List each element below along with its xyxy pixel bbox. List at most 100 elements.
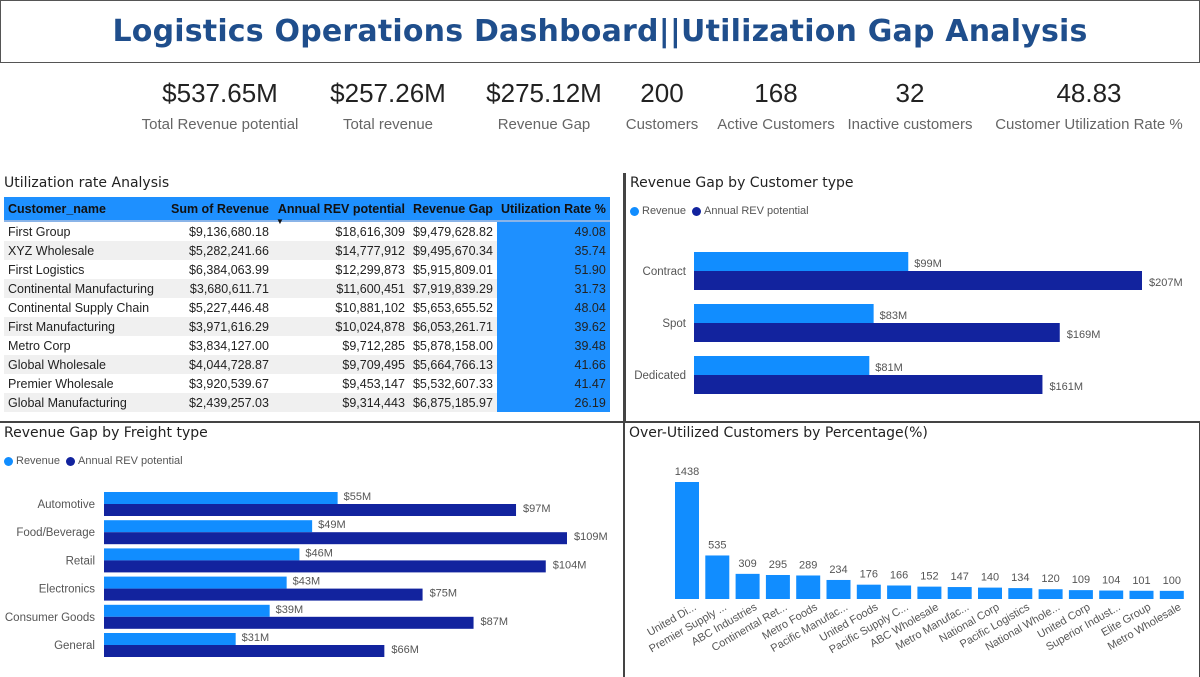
legend-revenue-dot-icon	[630, 206, 639, 216]
over-utilized-chart-panel: Over-Utilized Customers by Percentage(%)…	[625, 423, 1200, 677]
column-header-utilization-rate[interactable]: Utilization Rate %	[496, 197, 610, 222]
revenue-bar	[104, 548, 300, 561]
cell-utilization-rate: 49.08	[496, 221, 610, 241]
kpi-label: Inactive customers	[847, 116, 973, 133]
potential-bar	[104, 532, 567, 545]
panel-title: Revenue Gap by Customer type	[630, 175, 854, 191]
utilization-table: Customer_name Sum of Revenue Annual REV …	[4, 197, 610, 412]
category-label: Consumer Goods	[5, 612, 95, 624]
cell-utilization-rate: 39.62	[496, 317, 610, 336]
potential-data-label: $66M	[391, 644, 419, 656]
legend-potential-dot-icon	[66, 456, 76, 466]
table-row[interactable]: First Logistics $6,384,063.99 $12,299,873 $…	[4, 260, 610, 279]
kpi-label: Total Revenue potential	[141, 116, 299, 133]
column-data-label: 120	[1041, 573, 1059, 585]
potential-bar	[104, 560, 546, 573]
column-bar	[705, 555, 730, 599]
cell-utilization-rate: 51.90	[496, 260, 610, 279]
column-bar	[796, 575, 821, 599]
revenue-data-label: $99M	[914, 258, 942, 270]
table-row[interactable]: XYZ Wholesale $5,282,241.66 $14,777,912 $9,…	[4, 241, 610, 260]
column-bar	[1068, 590, 1093, 599]
column-data-label: 289	[799, 559, 817, 571]
column-header-customer-name[interactable]: Customer_name	[4, 197, 167, 222]
column-data-label: 234	[829, 564, 847, 576]
cell-customer-name: First Group	[8, 224, 71, 239]
potential-data-label: $104M	[553, 559, 587, 571]
legend-potential-label: Annual REV potential	[78, 455, 183, 467]
kpi-label: Total revenue	[342, 116, 434, 133]
dashboard-title-bar: Logistics Operations Dashboard||Utilizat…	[0, 0, 1200, 63]
column-header-annual-rev-potential[interactable]: Annual REV potential ▼	[272, 197, 409, 226]
column-data-label: 1438	[675, 466, 699, 478]
table-row[interactable]: First Manufacturing $3,971,616.29 $10,024,…	[4, 317, 610, 336]
category-label: Retail	[66, 555, 95, 567]
cell-sum-of-revenue: $5,227,446.48	[188, 300, 269, 315]
cell-annual-rev-potential: $14,777,912	[272, 241, 409, 260]
cell-utilization-rate: 41.47	[496, 374, 610, 393]
kpi-inactive-customers: 32 Inactive customers	[846, 78, 974, 133]
table-header-row: Customer_name Sum of Revenue Annual REV …	[4, 197, 610, 226]
table-row[interactable]: Metro Corp $3,834,127.00 $9,712,285 $5,878,…	[4, 336, 610, 355]
revenue-bar	[694, 356, 870, 375]
table-row[interactable]: Global Manufacturing $2,439,257.03 $9,314,…	[4, 393, 610, 412]
kpi-value: 168	[754, 78, 798, 108]
cell-revenue-gap: $7,919,839.29	[408, 279, 497, 298]
potential-bar	[104, 504, 517, 516]
column-header-label: Annual REV potential	[277, 201, 405, 216]
column-bar	[1099, 590, 1124, 599]
cell-annual-rev-potential: $9,314,443	[272, 393, 409, 412]
potential-data-label: $75M	[430, 588, 458, 600]
column-header-sum-of-revenue[interactable]: Sum of Revenue	[167, 197, 273, 222]
kpi-label: Active Customers	[717, 116, 835, 133]
cell-annual-rev-potential: $10,881,102	[335, 300, 405, 315]
table-row[interactable]: Continental Supply Chain $5,227,446.48 $10…	[4, 298, 610, 317]
customer-type-bar-chart: Contract $99M $207M Spot $83M $169M Dedicated $…	[634, 252, 1183, 394]
kpi-utilization-rate: 48.83 Customer Utilization Rate %	[992, 78, 1186, 133]
kpi-active-customers: 168 Active Customers	[712, 78, 840, 133]
dashboard-title: Logistics Operations Dashboard||Utilizat…	[112, 14, 1088, 49]
cell-customer-name: Metro Corp	[8, 338, 71, 353]
kpi-label: Revenue Gap	[497, 116, 591, 133]
potential-bar	[104, 616, 474, 629]
revenue-data-label: $39M	[276, 604, 304, 616]
cell-customer-name: Global Wholesale	[4, 355, 167, 374]
revenue-bar	[694, 252, 909, 271]
table-row[interactable]: Global Wholesale $4,044,728.87 $9,709,495 $…	[4, 355, 610, 374]
kpi-value: 32	[895, 78, 925, 108]
kpi-value: 48.83	[1056, 78, 1122, 108]
chart-legend: Revenue Annual REV potential	[4, 455, 183, 467]
cell-annual-rev-potential: $11,600,451	[272, 279, 409, 298]
revenue-bar	[694, 304, 874, 323]
column-bar	[675, 482, 699, 599]
legend-revenue-label: Revenue	[16, 455, 61, 467]
column-data-label: 101	[1132, 575, 1150, 587]
cell-revenue-gap: $6,053,261.71	[408, 317, 497, 336]
kpi-customers: 200 Customers	[622, 78, 702, 133]
column-data-label: 147	[951, 571, 969, 583]
kpi-total-revenue: $257.26M Total revenue	[320, 78, 456, 133]
column-bar	[917, 586, 942, 599]
revenue-data-label: $55M	[344, 491, 372, 503]
freight-type-chart-panel: Revenue Gap by Freight type Revenue Annu…	[0, 423, 625, 677]
potential-data-label: $169M	[1067, 329, 1101, 341]
column-bar	[1129, 590, 1154, 599]
cell-utilization-rate: 35.74	[496, 241, 610, 260]
category-label: Contract	[643, 266, 687, 278]
cell-customer-name: First Logistics	[8, 262, 85, 277]
category-label: Dedicated	[634, 370, 686, 382]
kpi-revenue-gap: $275.12M Revenue Gap	[476, 78, 612, 133]
column-bar	[856, 584, 881, 599]
table-row[interactable]: First Group $9,136,680.18 $18,616,309 $9,47…	[4, 221, 610, 241]
table-row[interactable]: Continental Manufacturing $3,680,611.71 $1…	[4, 279, 610, 298]
column-header-revenue-gap[interactable]: Revenue Gap	[408, 197, 497, 222]
cell-customer-name: Continental Supply Chain	[8, 300, 150, 315]
column-data-label: 176	[860, 569, 878, 581]
kpi-value: $537.65M	[162, 78, 278, 108]
revenue-bar	[104, 576, 287, 589]
utilization-table-panel: Utilization rate Analysis Customer_name …	[0, 173, 625, 423]
cell-sum-of-revenue: $3,971,616.29	[167, 317, 273, 336]
table-row[interactable]: Premier Wholesale $3,920,539.67 $9,453,147…	[4, 374, 610, 393]
cell-revenue-gap: $6,875,185.97	[408, 393, 497, 412]
